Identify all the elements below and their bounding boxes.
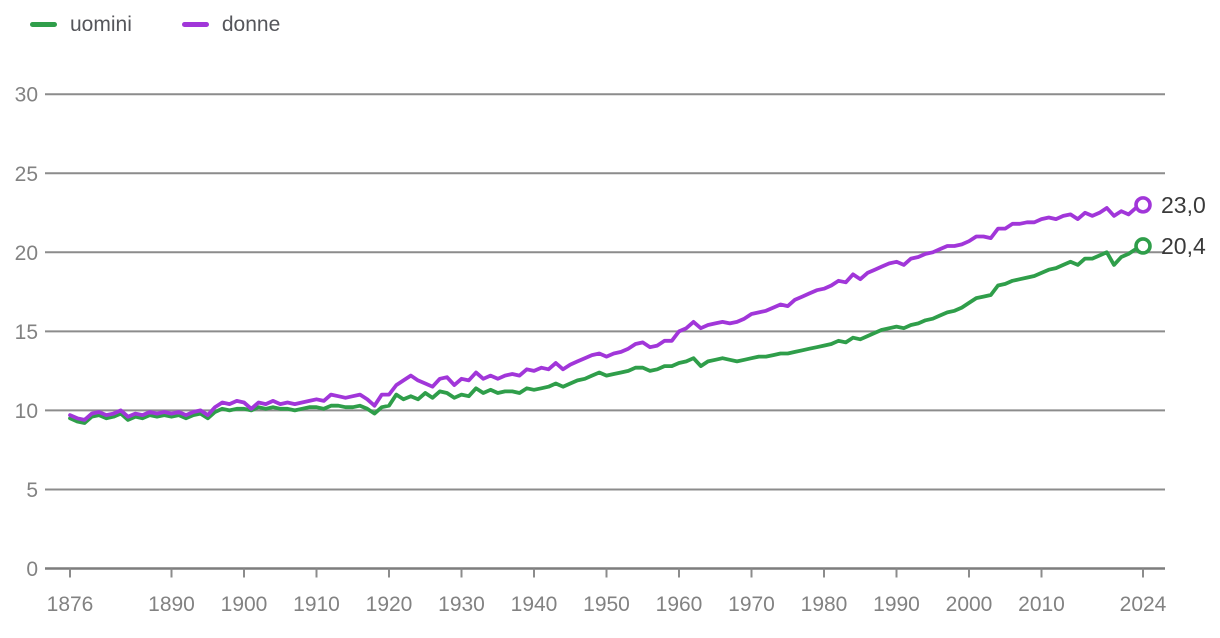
x-tick-label-1960: 1960 [656,593,703,616]
y-tick-label-0: 0 [26,558,38,581]
x-tick-label-1950: 1950 [583,593,630,616]
uomini-line-swatch [30,22,57,27]
x-tick-label-1890: 1890 [148,593,195,616]
x-tick-label-2024: 2024 [1120,593,1167,616]
x-tick-label-1876: 1876 [47,593,94,616]
series-line-donne [68,202,1145,422]
x-tick-label-1940: 1940 [511,593,558,616]
legend-label-uomini: uomini [70,13,132,36]
y-tick-label-20: 20 [15,242,38,265]
y-tick-label-10: 10 [15,400,38,423]
x-tick-label-1910: 1910 [293,593,340,616]
x-tick-label-1970: 1970 [728,593,775,616]
x-tick-label-1990: 1990 [873,593,920,616]
x-tick-label-1900: 1900 [221,593,268,616]
y-tick-label-25: 25 [15,163,38,186]
x-tick-label-1980: 1980 [801,593,848,616]
y-tick-label-15: 15 [15,321,38,344]
series-line-uomini [68,244,1145,425]
donne-line-swatch [181,22,209,27]
legend-label-donne: donne [221,13,281,36]
series-end-value-donne: 23,0 [1161,192,1206,218]
x-tick-label-1920: 1920 [366,593,413,616]
legend-item-donne[interactable]: donne [181,13,281,36]
y-tick-label-30: 30 [15,84,38,107]
series-end-value-uomini: 20,4 [1161,233,1206,259]
legend: uomini donne [30,14,280,35]
x-tick-label-2010: 2010 [1018,593,1065,616]
y-tick-label-5: 5 [26,479,38,502]
series-end-marker-donne [1134,196,1152,214]
x-tick-label-1930: 1930 [438,593,485,616]
legend-item-uomini[interactable]: uomini [30,14,132,35]
series-end-marker-uomini [1134,237,1152,255]
x-tick-label-2000: 2000 [946,593,993,616]
